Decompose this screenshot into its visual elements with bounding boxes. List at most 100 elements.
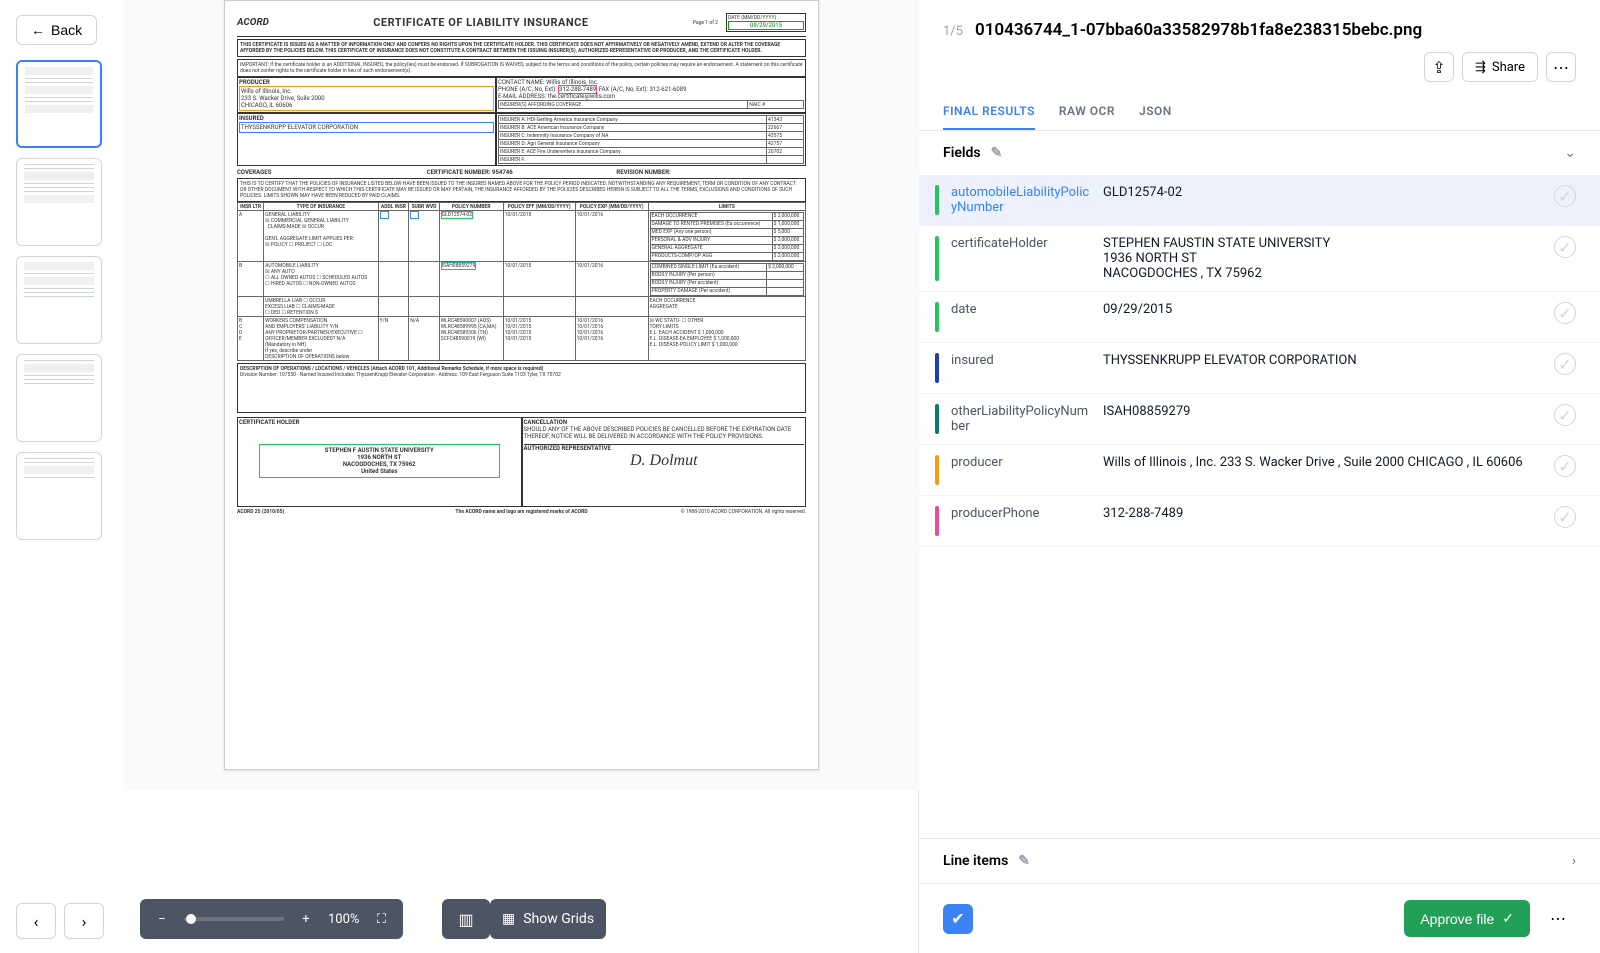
zoom-out-button[interactable]: − <box>148 905 176 933</box>
annotation-toggle-button[interactable]: ▥ <box>452 905 480 933</box>
doc-date-box: DATE (MM/DD/YYYY) 09/29/2015 <box>726 13 806 32</box>
acord-logo: ACORD <box>237 17 269 28</box>
share-button[interactable]: ⇶ Share <box>1462 52 1538 82</box>
thumbnail-strip <box>16 60 104 540</box>
field-value: 312-288-7489 <box>1103 506 1542 521</box>
chevron-right-icon: › <box>82 912 87 931</box>
field-color-bar <box>935 506 939 536</box>
share-label: Share <box>1492 60 1525 75</box>
doc-disclaimer: THIS CERTIFICATE IS ISSUED AS A MATTER O… <box>237 39 806 57</box>
fields-list: automobileLiabilityPolicyNumber GLD12574-… <box>919 175 1600 838</box>
grid-icon: ▦ <box>502 911 515 927</box>
document-viewer[interactable]: ACORD CERTIFICATE OF LIABILITY INSURANCE… <box>124 0 919 790</box>
field-row-otherLiabilityPolicyNumber[interactable]: otherLiabilityPolicyNumber ISAH08859279 ✓ <box>919 394 1600 445</box>
plus-icon: + <box>302 912 309 927</box>
zoom-thumb[interactable] <box>186 914 196 924</box>
line-items-section-header[interactable]: Line items ✎ › <box>919 838 1600 883</box>
field-label: otherLiabilityPolicyNumber <box>951 404 1091 434</box>
file-title: 010436744_1-07bba60a33582978b1fa8e238315… <box>975 20 1576 40</box>
field-value: GLD12574-02 <box>1103 185 1542 200</box>
next-page-button[interactable]: › <box>64 903 104 939</box>
approve-label: Approve file <box>1420 911 1494 927</box>
tab-json[interactable]: JSON <box>1139 94 1172 130</box>
zoom-slider[interactable] <box>184 917 284 921</box>
field-color-bar <box>935 302 939 332</box>
upload-button[interactable]: ⇪ <box>1424 52 1454 82</box>
line-items-title: Line items <box>943 853 1008 869</box>
zoom-in-button[interactable]: + <box>292 905 320 933</box>
chevron-left-icon: ‹ <box>34 912 39 931</box>
page-counter: 1/5 <box>943 24 963 39</box>
doc-insurers-table: INSURER(S) AFFORDING COVERAGENAIC # <box>498 100 804 109</box>
doc-producer: Wills of Illinois, Inc. 233 S. Wacker Dr… <box>239 86 494 111</box>
field-color-bar <box>935 185 939 215</box>
more-options-button[interactable]: ⋯ <box>1546 52 1576 82</box>
check-icon: ✓ <box>1502 910 1514 927</box>
approve-file-button[interactable]: Approve file ✓ <box>1404 900 1530 937</box>
doc-coverage-table: INSR LTRTYPE OF INSURANCEADDL INSRSUBR W… <box>237 202 806 361</box>
field-color-bar <box>935 404 939 434</box>
field-approve-check[interactable]: ✓ <box>1554 185 1576 207</box>
field-label: automobileLiabilityPolicyNumber <box>951 185 1091 215</box>
field-label: certificateHolder <box>951 236 1091 251</box>
field-label: producerPhone <box>951 506 1091 521</box>
chevron-down-icon: ⌄ <box>1564 145 1576 161</box>
prev-page-button[interactable]: ‹ <box>16 903 56 939</box>
field-label: date <box>951 302 1091 317</box>
field-row-producerPhone[interactable]: producerPhone 312-288-7489 ✓ <box>919 496 1600 547</box>
show-grids-label: Show Grids <box>523 911 594 927</box>
field-approve-check[interactable]: ✓ <box>1554 236 1576 258</box>
field-approve-check[interactable]: ✓ <box>1554 506 1576 528</box>
shield-badge[interactable]: ✔ <box>943 904 973 934</box>
edit-fields-icon[interactable]: ✎ <box>991 145 1003 161</box>
dots-icon: ⋯ <box>1553 58 1569 77</box>
field-value: 09/29/2015 <box>1103 302 1542 317</box>
back-label: Back <box>51 22 82 38</box>
document-page: ACORD CERTIFICATE OF LIABILITY INSURANCE… <box>224 0 819 770</box>
thumbnail-3[interactable] <box>16 256 102 344</box>
field-value: ISAH08859279 <box>1103 404 1542 419</box>
field-row-insured[interactable]: insuredTHYSSENKRUPP ELEVATOR CORPORATION… <box>919 343 1600 394</box>
field-row-producer[interactable]: producer Wills of Illinois , Inc. 233 S. … <box>919 445 1600 496</box>
field-value: Wills of Illinois , Inc. 233 S. Wacker D… <box>1103 455 1542 470</box>
arrow-left-icon: ← <box>31 22 45 38</box>
thumbnail-2[interactable] <box>16 158 102 246</box>
back-button[interactable]: ← Back <box>16 15 97 45</box>
field-label: producer <box>951 455 1091 470</box>
field-row-date[interactable]: date 09/29/2015 ✓ <box>919 292 1600 343</box>
doc-cert-holder: STEPHEN F AUSTIN STATE UNIVERSITY 1936 N… <box>259 444 500 478</box>
field-approve-check[interactable]: ✓ <box>1554 455 1576 477</box>
field-value: THYSSENKRUPP ELEVATOR CORPORATION <box>1103 353 1542 368</box>
zoom-label: 100% <box>328 912 359 927</box>
field-approve-check[interactable]: ✓ <box>1554 302 1576 324</box>
thumbnail-1[interactable] <box>16 60 102 148</box>
field-row-certificateHolder[interactable]: certificateHolder STEPHEN FAUSTIN STATE U… <box>919 226 1600 292</box>
field-color-bar <box>935 455 939 485</box>
field-approve-check[interactable]: ✓ <box>1554 353 1576 375</box>
doc-important: IMPORTANT: If the certificate holder is … <box>237 59 806 77</box>
bottom-more-button[interactable]: ⋯ <box>1540 901 1576 937</box>
dots-icon: ⋯ <box>1550 909 1566 928</box>
annotation-toolbar: ▥ <box>442 899 490 939</box>
fields-section-header[interactable]: Fields ✎ ⌄ <box>919 131 1600 175</box>
fields-title: Fields <box>943 145 981 161</box>
minus-icon: − <box>158 912 165 927</box>
tabs: FINAL RESULTS RAW OCR JSON <box>919 94 1600 131</box>
thumbnail-4[interactable] <box>16 354 102 442</box>
tab-final-results[interactable]: FINAL RESULTS <box>943 94 1035 130</box>
zoom-toolbar: − + 100% ⛶ <box>140 899 403 939</box>
thumbnail-5[interactable] <box>16 452 102 540</box>
show-grids-button[interactable]: ▦ Show Grids <box>490 899 606 939</box>
tab-raw-ocr[interactable]: RAW OCR <box>1059 94 1115 130</box>
field-value: STEPHEN FAUSTIN STATE UNIVERSITY 1936 NO… <box>1103 236 1542 281</box>
doc-title: CERTIFICATE OF LIABILITY INSURANCE <box>277 16 685 29</box>
field-color-bar <box>935 353 939 383</box>
share-icon: ⇶ <box>1475 60 1486 75</box>
doc-insured: THYSSENKRUPP ELEVATOR CORPORATION <box>239 122 494 133</box>
doc-page-num: Page 1 of 2 <box>693 20 718 26</box>
fullscreen-button[interactable]: ⛶ <box>367 905 395 933</box>
edit-line-items-icon[interactable]: ✎ <box>1018 853 1030 869</box>
field-row-automobileLiabilityPolicyNumber[interactable]: automobileLiabilityPolicyNumber GLD12574-… <box>919 175 1600 226</box>
shield-icon: ✔ <box>951 909 964 928</box>
field-approve-check[interactable]: ✓ <box>1554 404 1576 426</box>
